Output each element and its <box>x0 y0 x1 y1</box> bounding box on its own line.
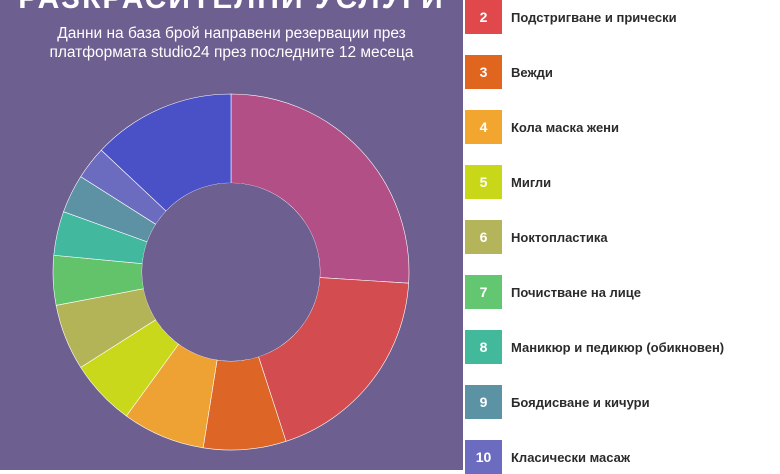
legend-number-badge: 2 <box>465 0 502 34</box>
legend-label: Почистване на лице <box>511 284 642 300</box>
legend-number-badge: 10 <box>465 440 502 474</box>
donut-slice-11 <box>100 93 232 212</box>
legend-number-badge: 6 <box>465 220 502 254</box>
legend-number-badge: 3 <box>465 55 502 89</box>
legend: 2 Подстригване и прически 3 Вежди 4 Кола маск… <box>463 0 780 474</box>
legend-label: Класически масаж <box>511 449 631 465</box>
legend-item: 4 Кола маска жени <box>463 110 780 144</box>
legend-label: Вежди <box>511 64 553 80</box>
legend-label: Боядисване и кичури <box>511 394 650 410</box>
legend-number-badge: 4 <box>465 110 502 144</box>
legend-label: Маникюр и педикюр (обикновен) <box>511 339 725 355</box>
legend-item: 3 Вежди <box>463 55 780 89</box>
legend-item: 6 Ноктопластика <box>463 220 780 254</box>
chart-subtitle: Данни на база брой направени резервации … <box>49 25 414 61</box>
legend-item: 7 Почистване на лице <box>463 275 780 309</box>
legend-item: 2 Подстригване и прически <box>463 0 780 34</box>
legend-label: Ноктопластика <box>511 229 608 245</box>
chart-panel: РАЗКРАСИТЕЛНИ УСЛУГИ Данни на база брой … <box>0 0 463 470</box>
donut-hole <box>142 183 320 361</box>
legend-item: 10 Класически масаж <box>463 440 780 474</box>
legend-item: 9 Боядисване и кичури <box>463 385 780 419</box>
legend-label: Мигли <box>511 174 552 190</box>
legend-number-badge: 7 <box>465 275 502 309</box>
donut-chart <box>52 93 410 451</box>
legend-number-badge: 8 <box>465 330 502 364</box>
legend-item: 8 Маникюр и педикюр (обикновен) <box>463 330 780 364</box>
legend-number-badge: 9 <box>465 385 502 419</box>
legend-label: Кола маска жени <box>511 119 620 135</box>
legend-item: 5 Мигли <box>463 165 780 199</box>
legend-label: Подстригване и прически <box>511 9 677 25</box>
legend-number-badge: 5 <box>465 165 502 199</box>
chart-title: РАЗКРАСИТЕЛНИ УСЛУГИ <box>0 0 463 16</box>
